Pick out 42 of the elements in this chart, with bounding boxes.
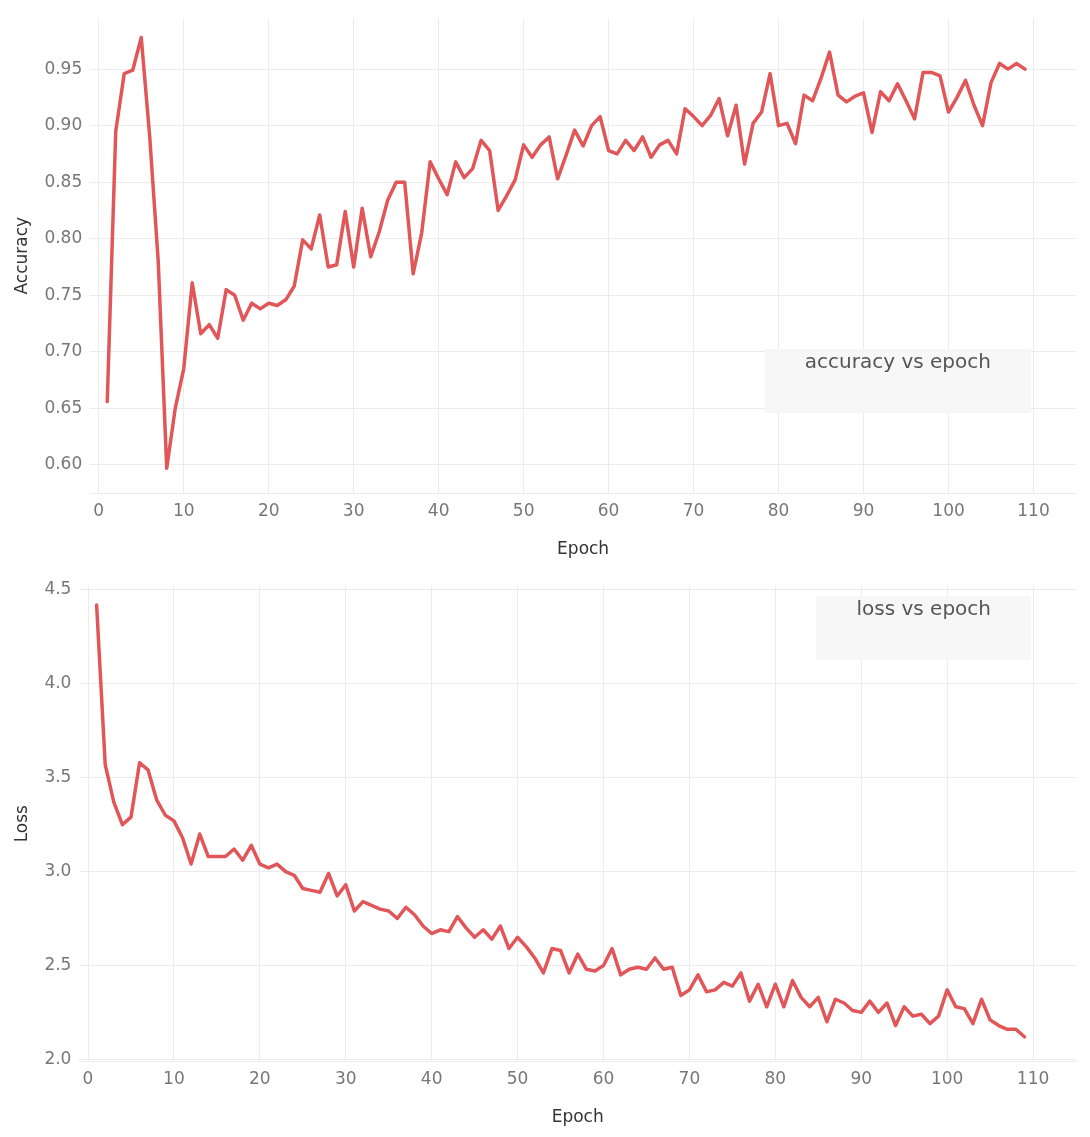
x-axis-title: Epoch bbox=[557, 538, 610, 559]
x-tick-label: 20 bbox=[249, 1067, 271, 1088]
x-tick-label: 30 bbox=[342, 499, 365, 520]
y-tick-label: 3.0 bbox=[44, 860, 72, 880]
x-tick-label: 60 bbox=[597, 499, 620, 520]
y-tick-label: 2.0 bbox=[44, 1047, 72, 1068]
y-tick-label: 0.90 bbox=[44, 114, 83, 135]
x-tick-label: 10 bbox=[163, 1067, 185, 1088]
y-tick-label: 0.70 bbox=[44, 340, 83, 361]
x-tick-label: 90 bbox=[852, 499, 875, 520]
x-tick-label: 50 bbox=[506, 1067, 529, 1088]
x-axis-title: Epoch bbox=[551, 1106, 604, 1127]
x-tick-label: 110 bbox=[1017, 499, 1050, 520]
x-tick-label: 80 bbox=[767, 499, 790, 520]
y-axis-title: Loss bbox=[10, 804, 31, 843]
x-tick-label: 0 bbox=[93, 499, 105, 520]
x-tick-label: 70 bbox=[678, 1067, 701, 1088]
x-tick-label: 70 bbox=[682, 499, 705, 520]
x-tick-label: 90 bbox=[850, 1067, 873, 1088]
x-tick-label: 80 bbox=[764, 1067, 787, 1088]
y-tick-label: 0.65 bbox=[44, 396, 83, 417]
y-tick-label: 0.80 bbox=[44, 227, 83, 248]
x-tick-label: 100 bbox=[932, 499, 965, 520]
x-tick-label: 40 bbox=[427, 499, 450, 520]
x-tick-label: 50 bbox=[512, 499, 535, 520]
x-tick-label: 10 bbox=[172, 499, 195, 520]
y-tick-label: 0.75 bbox=[44, 283, 83, 304]
y-tick-label: 4.0 bbox=[44, 672, 72, 693]
y-tick-label: 0.95 bbox=[44, 57, 83, 78]
y-tick-label: 0.60 bbox=[44, 453, 83, 474]
x-tick-label: 40 bbox=[420, 1067, 443, 1088]
y-tick-label: 2.5 bbox=[44, 953, 72, 974]
x-tick-label: 60 bbox=[592, 1067, 615, 1088]
x-tick-label: 100 bbox=[930, 1067, 964, 1088]
x-tick-label: 0 bbox=[82, 1067, 94, 1088]
y-axis-title: Accuracy bbox=[10, 216, 31, 295]
y-tick-label: 4.5 bbox=[44, 578, 72, 599]
x-tick-label: 30 bbox=[334, 1067, 357, 1088]
x-tick-label: 110 bbox=[1016, 1067, 1050, 1088]
y-tick-label: 0.85 bbox=[44, 170, 83, 191]
x-tick-label: 20 bbox=[257, 499, 280, 520]
y-tick-label: 3.5 bbox=[44, 766, 72, 787]
